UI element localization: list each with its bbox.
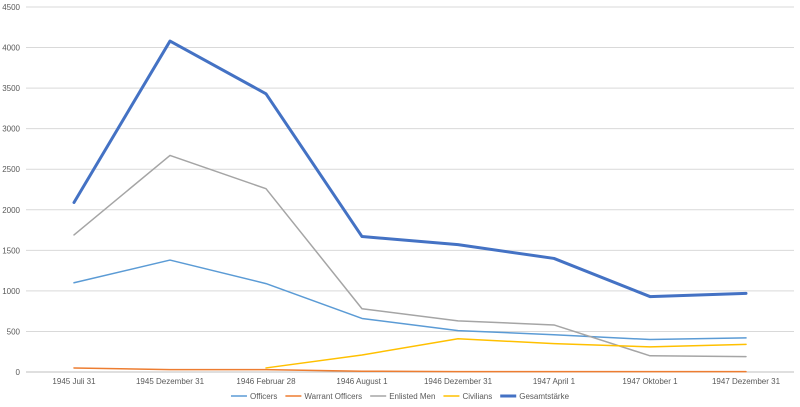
x-tick-label: 1947 Dezember 31 (712, 377, 781, 386)
legend-label: Civilians (462, 392, 492, 401)
legend-item: Civilians (443, 392, 492, 401)
gridlines (26, 6, 794, 332)
x-axis-ticks: 1945 Juli 31 1945 Dezember 31 1946 Februar… (52, 377, 780, 386)
x-tick-label: 1947 Oktober 1 (622, 377, 678, 386)
y-tick-label: 2000 (2, 206, 20, 215)
x-tick-label: 1946 Februar 28 (236, 377, 296, 386)
legend-label: Enlisted Men (389, 392, 435, 401)
y-tick-label: 1000 (2, 287, 20, 296)
y-tick-label: 4500 (2, 3, 20, 12)
x-tick-label: 1945 Dezember 31 (136, 377, 205, 386)
y-tick-label: 0 (16, 368, 21, 377)
y-tick-label: 3000 (2, 125, 20, 134)
x-tick-label: 1946 August 1 (336, 377, 388, 386)
legend-item: Enlisted Men (370, 392, 435, 401)
y-tick-label: 500 (7, 327, 21, 336)
legend-label: Gesamtstärke (519, 392, 569, 401)
y-tick-label: 2500 (2, 165, 20, 174)
series-line-1 (73, 367, 747, 373)
series-line-4 (72, 39, 748, 299)
legend-label: Officers (250, 392, 277, 401)
legend-label: Warrant Officers (304, 392, 362, 401)
x-tick-label: 1945 Juli 31 (52, 377, 96, 386)
y-tick-label: 3500 (2, 84, 20, 93)
legend: Officers Warrant Officers Enlisted Men Civi… (230, 392, 570, 401)
y-tick-label: 1500 (2, 246, 20, 255)
legend-item: Warrant Officers (285, 392, 362, 401)
legend-item: Officers (230, 392, 277, 401)
series-lines (72, 39, 748, 373)
x-tick-label: 1946 Dezember 31 (424, 377, 493, 386)
legend-item: Gesamtstärke (500, 392, 570, 401)
x-tick-label: 1947 April 1 (533, 377, 576, 386)
series-line-2 (73, 154, 747, 358)
series-line-3 (265, 337, 747, 369)
y-axis-ticks: 0 500 1000 1500 2000 2500 3000 3500 4000 4500 (2, 3, 20, 377)
series-line-0 (73, 259, 747, 341)
y-tick-label: 4000 (2, 44, 20, 53)
